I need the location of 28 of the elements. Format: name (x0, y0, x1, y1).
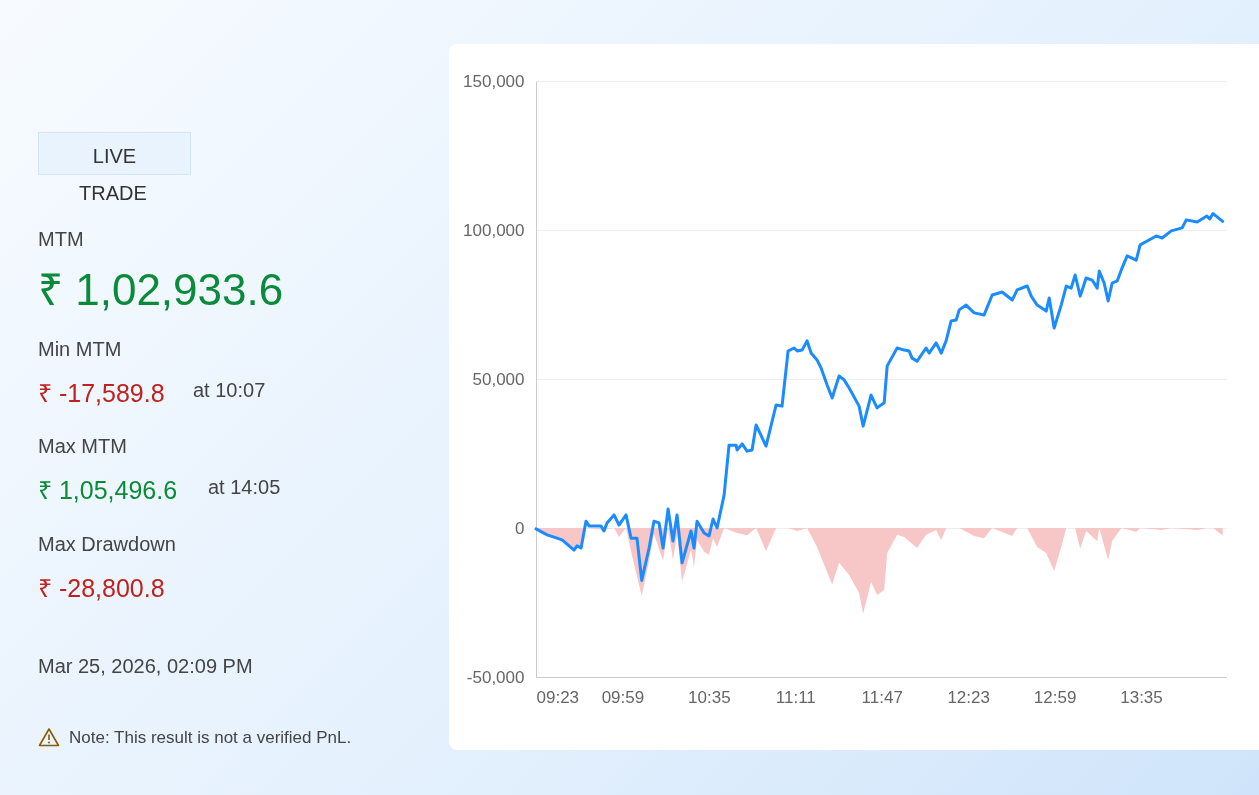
line-series (534, 212, 1225, 582)
text: Max Drawdown (38, 533, 176, 556)
text: Max MTM (38, 435, 127, 458)
x-tick-label: 09:59 (601, 687, 645, 707)
text: LIVE (38, 132, 191, 175)
x-tick-label: 11:47 (861, 687, 903, 707)
x-tick-label: 11:11 (775, 687, 816, 707)
text: MTM (38, 228, 84, 251)
text: Mar 25, 2026, 02:09 PM (38, 655, 253, 678)
text: ₹ 1,05,496.6 (38, 475, 178, 506)
y-tick-label: 50,000 (472, 369, 525, 389)
text: ₹ 1,02,933.6 (38, 264, 284, 316)
text: ₹ -28,800.8 (38, 573, 165, 604)
y-tick-label: 100,000 (463, 220, 525, 240)
y-tick-label: 0 (515, 518, 525, 538)
x-tick-label: 12:59 (1033, 687, 1077, 707)
x-tick-label: 10:35 (688, 687, 731, 707)
y-tick-label: 150,000 (463, 71, 525, 91)
x-tick-label: 12:23 (947, 687, 990, 707)
text: at 10:07 (193, 379, 266, 402)
x-tick-label: 09:23 (536, 687, 580, 707)
y-tick-label: -50,000 (466, 667, 525, 687)
text: TRADE (79, 182, 147, 205)
text: ₹ -17,589.8 (38, 378, 165, 409)
x-tick-label: 13:35 (1120, 687, 1163, 707)
text: at 14:05 (208, 476, 281, 499)
text: Note: This result is not a verified PnL. (69, 728, 352, 748)
text: Min MTM (38, 338, 122, 361)
